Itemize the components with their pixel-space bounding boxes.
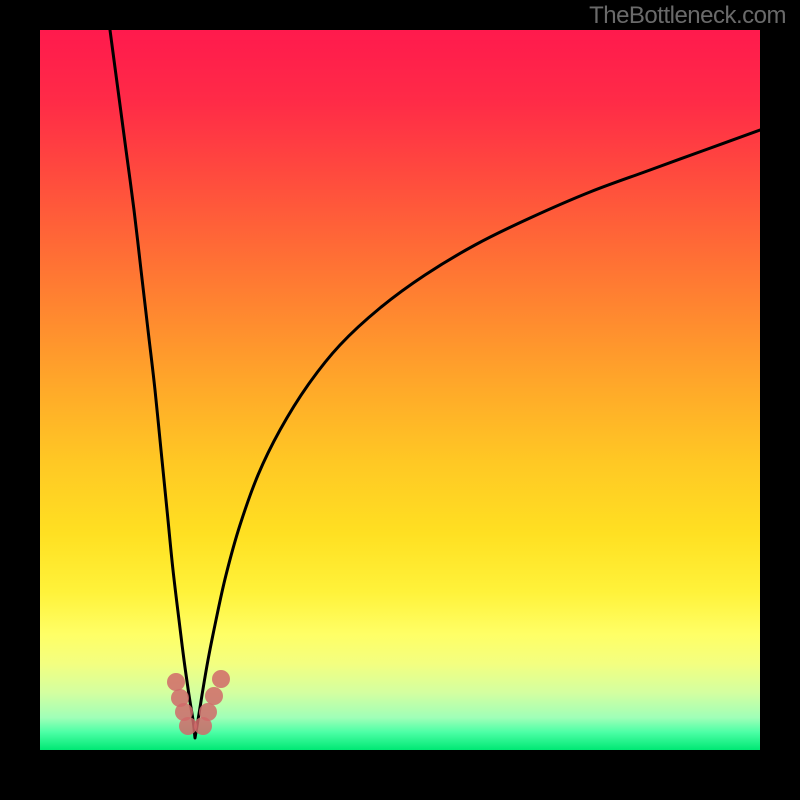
marker-dot xyxy=(167,673,185,691)
marker-dot xyxy=(205,687,223,705)
chart-svg xyxy=(40,30,760,750)
marker-dot xyxy=(212,670,230,688)
marker-dot xyxy=(199,703,217,721)
gradient-background xyxy=(40,30,760,750)
bottleneck-chart xyxy=(40,30,760,750)
watermark-text: TheBottleneck.com xyxy=(589,2,786,30)
